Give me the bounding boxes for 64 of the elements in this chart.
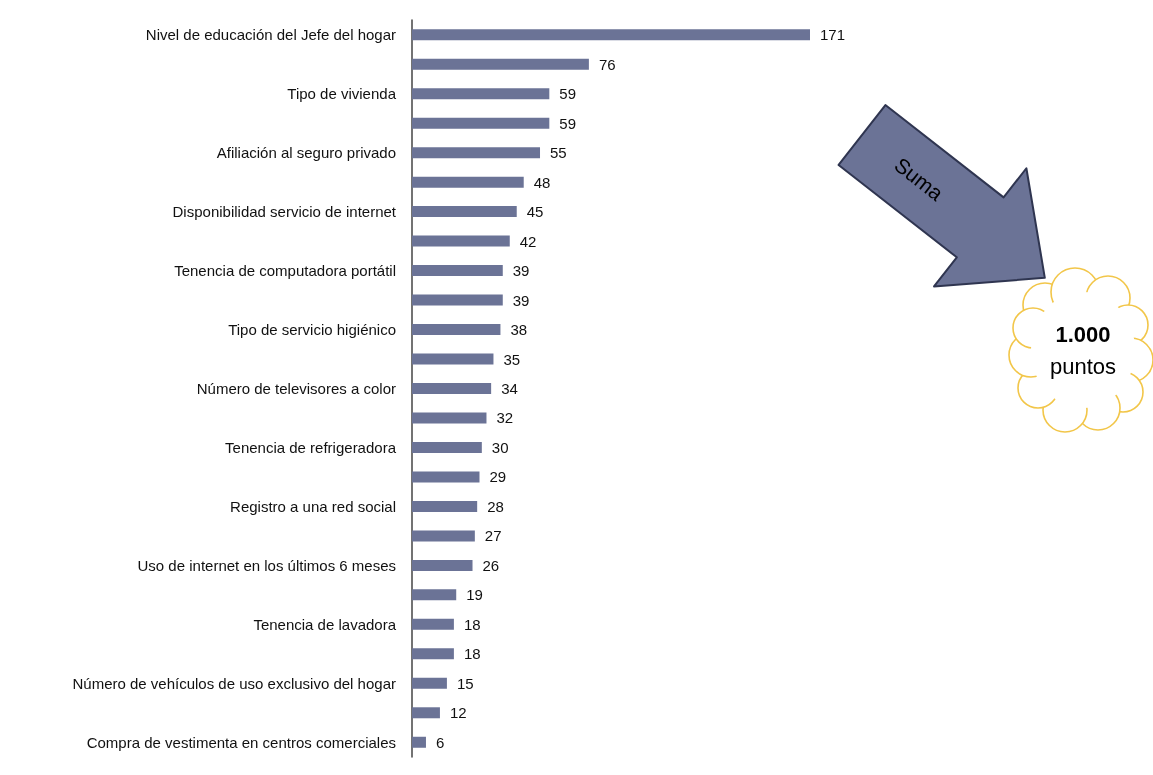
- bar: [412, 88, 550, 100]
- data-label: 171: [820, 26, 846, 44]
- bar: [412, 353, 494, 365]
- bar: [412, 294, 503, 306]
- data-label: 29: [489, 468, 507, 486]
- data-label: 6: [435, 733, 445, 751]
- data-label: 38: [510, 321, 528, 339]
- bar: [412, 736, 426, 748]
- bar: [412, 235, 510, 247]
- y-tick-label: Tipo de servicio higiénico: [228, 321, 396, 339]
- y-tick-label: Tenencia de lavadora: [253, 615, 397, 633]
- y-tick-label: Tenencia de computadora portátil: [174, 262, 396, 280]
- data-label: 59: [559, 114, 577, 132]
- bar: [412, 324, 501, 336]
- bar: [412, 441, 482, 453]
- bar: [412, 618, 454, 630]
- bar: [412, 559, 473, 571]
- data-label: 35: [503, 350, 521, 368]
- bar: [412, 677, 447, 689]
- data-label: 76: [598, 55, 616, 73]
- data-label: 27: [484, 527, 502, 545]
- bar: [412, 412, 487, 424]
- y-tick-label: Número de televisores a color: [196, 380, 396, 397]
- bar: [412, 176, 524, 188]
- bar: [412, 58, 589, 70]
- y-tick-label: Número de vehículos de uso exclusivo del hogar: [72, 674, 396, 692]
- bar: [412, 383, 492, 394]
- y-tick-label: Tipo de vivienda: [287, 85, 397, 103]
- data-label: 39: [512, 291, 530, 309]
- bar: [412, 500, 478, 512]
- bar: [412, 471, 480, 483]
- data-label: 48: [533, 173, 551, 191]
- y-tick-label: Tenencia de refrigeradora: [225, 438, 397, 456]
- y-tick-label: Nivel de educación del Jefe del hogar: [145, 26, 396, 44]
- data-label: 42: [519, 232, 537, 250]
- data-label: 26: [482, 556, 500, 574]
- data-label: 19: [466, 586, 483, 604]
- bar: [412, 589, 457, 601]
- data-label: 45: [526, 203, 544, 221]
- data-label: 28: [487, 497, 504, 515]
- data-label: 18: [463, 615, 481, 633]
- text: 1.000 puntos: [1049, 322, 1117, 379]
- data-label: 32: [496, 409, 514, 427]
- bar: [412, 29, 810, 41]
- bar: [412, 206, 517, 218]
- bar: [412, 265, 503, 277]
- data-label: 59: [559, 85, 577, 103]
- data-label: 15: [456, 674, 474, 692]
- data-label: 55: [550, 144, 567, 162]
- bar: [412, 707, 440, 719]
- y-tick-label: Compra de vestimenta en centros comerciales: [86, 733, 396, 751]
- bar: [412, 147, 541, 159]
- y-tick-label: Registro a una red social: [230, 497, 396, 515]
- bar: [412, 530, 475, 542]
- data-label: 12: [449, 704, 467, 722]
- data-label: 39: [512, 262, 530, 280]
- y-tick-label: Afiliación al seguro privado: [216, 144, 396, 162]
- y-tick-label: Uso de internet en los últimos 6 meses: [137, 556, 396, 574]
- y-tick-label: Disponibilidad servicio de internet: [172, 203, 397, 221]
- data-label: 30: [491, 438, 509, 456]
- data-label: 18: [463, 645, 481, 663]
- data-label: 34: [501, 380, 518, 397]
- bar: [412, 117, 550, 129]
- bar: [412, 648, 454, 660]
